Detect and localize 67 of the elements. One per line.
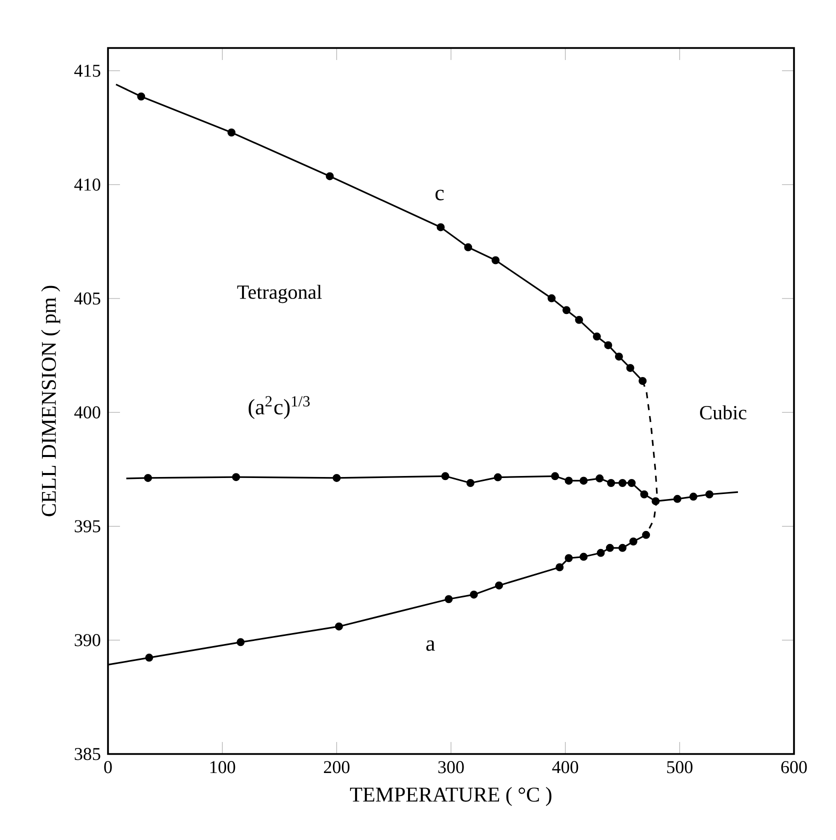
point bbox=[652, 497, 660, 506]
point bbox=[145, 654, 154, 662]
point bbox=[551, 472, 560, 480]
x-tick-label: 600 bbox=[781, 761, 807, 774]
point bbox=[332, 474, 341, 482]
y-axis-title: CELL DIMENSION ( pm ) bbox=[41, 286, 60, 516]
point bbox=[575, 316, 584, 324]
point bbox=[628, 478, 636, 487]
point bbox=[466, 478, 474, 487]
y-tick-label: 395 bbox=[74, 520, 100, 532]
point bbox=[444, 595, 453, 604]
point bbox=[705, 490, 714, 498]
point bbox=[144, 474, 152, 482]
x-tick-label: 0 bbox=[104, 761, 112, 774]
point bbox=[562, 306, 570, 314]
point bbox=[580, 552, 588, 561]
point bbox=[495, 581, 504, 590]
point bbox=[638, 376, 647, 385]
y-tick-label: 410 bbox=[74, 178, 100, 191]
point bbox=[596, 474, 604, 482]
point bbox=[614, 352, 623, 361]
point bbox=[548, 294, 556, 302]
x-tick-label: 100 bbox=[210, 761, 236, 774]
x-tick-label: 400 bbox=[552, 761, 578, 774]
point bbox=[626, 364, 634, 372]
series-label: a bbox=[426, 640, 436, 651]
point bbox=[607, 478, 616, 487]
point bbox=[673, 494, 682, 503]
text: (a$^{2}$c)$^{1/3}$ bbox=[248, 396, 310, 419]
point bbox=[564, 476, 573, 485]
point bbox=[629, 538, 638, 546]
annotation: Cubic bbox=[700, 405, 746, 420]
x-axis-title: TEMPERATURE ( °C ) bbox=[350, 786, 552, 806]
y-tick-label: 385 bbox=[74, 748, 100, 760]
point bbox=[137, 92, 146, 101]
point bbox=[580, 476, 588, 485]
point bbox=[564, 554, 573, 562]
y-tick-label: 390 bbox=[74, 634, 100, 646]
point bbox=[436, 223, 445, 232]
point bbox=[227, 128, 236, 136]
point bbox=[604, 341, 612, 350]
x-tick-label: 200 bbox=[324, 761, 350, 774]
x-tick-label: 300 bbox=[438, 761, 464, 774]
point bbox=[441, 472, 450, 480]
point bbox=[606, 544, 614, 552]
point bbox=[689, 492, 698, 501]
x-tick-label: 500 bbox=[667, 761, 692, 774]
point bbox=[618, 544, 626, 552]
point bbox=[596, 548, 605, 557]
point bbox=[232, 473, 240, 482]
point bbox=[556, 563, 564, 572]
point bbox=[334, 622, 343, 630]
point bbox=[494, 473, 502, 482]
series-label: c bbox=[436, 190, 444, 200]
point bbox=[618, 478, 626, 487]
point bbox=[492, 256, 500, 264]
point bbox=[464, 243, 472, 252]
y-tick-label: 405 bbox=[74, 292, 100, 305]
point bbox=[326, 172, 334, 180]
annotation: Tetragonal bbox=[237, 284, 322, 304]
point bbox=[592, 332, 601, 341]
point bbox=[236, 638, 245, 646]
point bbox=[470, 590, 478, 599]
y-tick-label: 400 bbox=[74, 406, 100, 418]
point bbox=[642, 530, 650, 539]
y-tick-label: 415 bbox=[74, 64, 100, 77]
point bbox=[640, 490, 648, 498]
